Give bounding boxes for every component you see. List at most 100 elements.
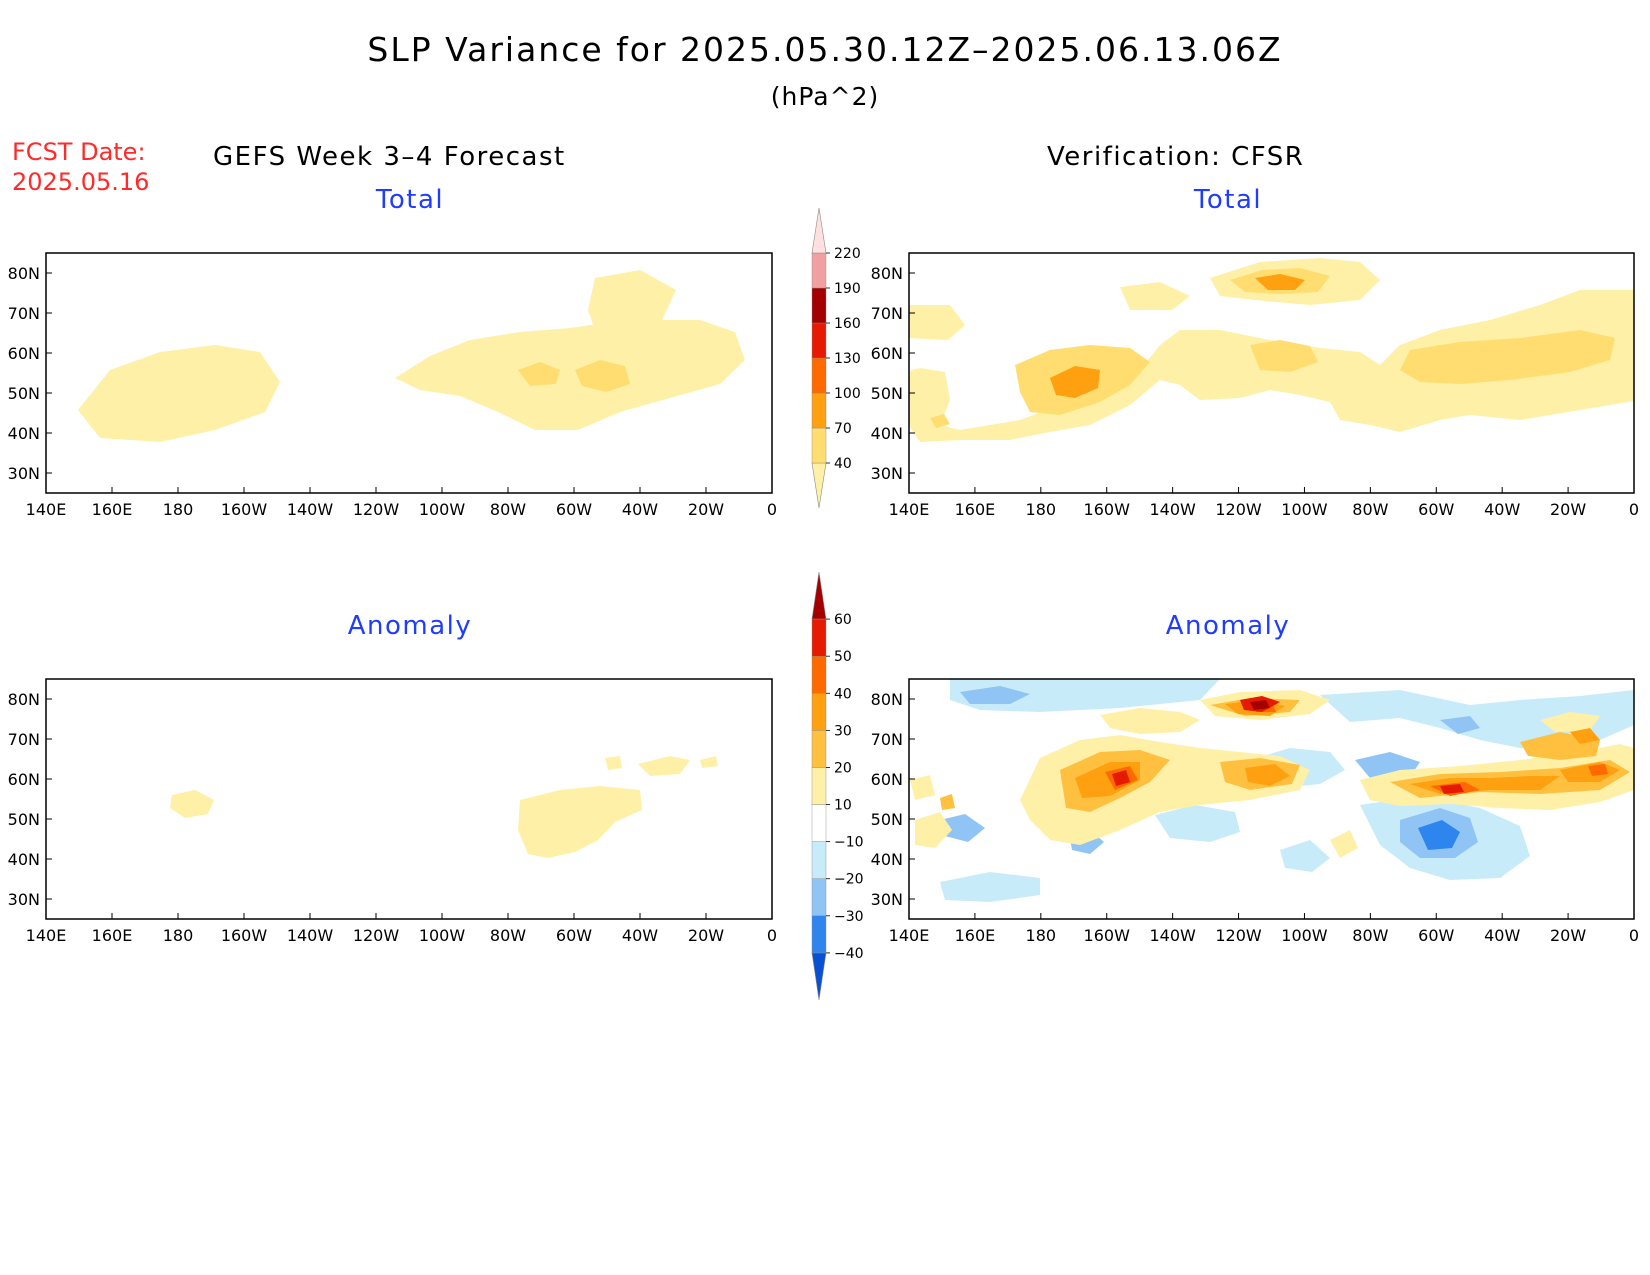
colorbar-swatch (811, 207, 827, 254)
ft-axes: 140E 160E 180 160W 140W 120W 100W 80W 60W 40W 20W 0… (8, 264, 777, 519)
colorbar-swatch (811, 357, 827, 394)
colorbar-swatch (811, 915, 827, 954)
x-tick-label: 160W (1084, 926, 1131, 945)
va-level-neg20-neg30 (940, 686, 1480, 858)
x-tick-label: 80W (490, 926, 526, 945)
y-tick-label: 40N (8, 424, 40, 443)
colorbar-label: 50 (834, 649, 852, 665)
y-tick-label: 30N (8, 464, 40, 483)
x-tick-label: 0 (767, 926, 777, 945)
ft-level-40-70 (78, 270, 745, 442)
x-tick-label: 120W (353, 926, 400, 945)
x-tick-label: 120W (1215, 926, 1262, 945)
x-tick-label: 180 (163, 500, 194, 519)
x-tick-label: 120W (1215, 500, 1262, 519)
verification-total-panel: 140E 160E 180 160W 140W 120W 100W 80W 60W 40W 20W 0… (871, 252, 1639, 519)
y-tick-label: 50N (871, 384, 903, 403)
y-tick-label: 40N (8, 850, 40, 869)
fcst-date-caption: FCST Date: (12, 138, 146, 166)
colorbar-label: 10 (834, 798, 852, 814)
verification-anomaly-shading (909, 679, 1634, 919)
x-tick-label: 40W (1484, 500, 1520, 519)
y-tick-label: 80N (8, 690, 40, 709)
y-tick-label: 80N (8, 264, 40, 283)
fa-coastline (46, 679, 772, 919)
x-tick-label: 140E (26, 500, 67, 519)
colorbar-swatch (811, 618, 827, 657)
verification-total-shading (909, 258, 1634, 442)
x-tick-label: 100W (419, 926, 466, 945)
colorbar-swatch (811, 392, 827, 429)
colorbar-label: 190 (834, 281, 861, 297)
y-tick-label: 50N (871, 810, 903, 829)
y-tick-label: 40N (871, 850, 903, 869)
ft-level-70-100 (518, 360, 630, 392)
colorbar-total: 40 70 100 130 160 190 220 (811, 207, 861, 509)
vt-frame (908, 252, 1635, 494)
forecast-total-panel: 140E 160E 180 160W 140W 120W 100W 80W 60W 40W 20W 0… (8, 252, 777, 519)
main-title: SLP Variance for 2025.05.30.12Z–2025.06.… (367, 30, 1283, 69)
y-tick-label: 30N (871, 890, 903, 909)
x-tick-label: 180 (1026, 926, 1057, 945)
y-tick-label: 50N (8, 810, 40, 829)
forecast-total-shading (78, 270, 745, 442)
x-tick-label: 140W (287, 926, 334, 945)
colorbar-swatch (811, 841, 827, 879)
y-tick-label: 30N (871, 464, 903, 483)
y-tick-label: 70N (871, 304, 903, 323)
y-tick-label: 30N (8, 890, 40, 909)
colorbar-swatch (811, 730, 827, 768)
x-tick-label: 80W (1352, 926, 1388, 945)
colorbar-label: 70 (834, 421, 852, 437)
colorbar-label: 20 (834, 760, 852, 776)
forecast-anomaly-panel: 140E 160E 180 160W 140W 120W 100W 80W 60W 40W 20W 0… (8, 678, 777, 945)
colorbar-swatch (811, 287, 827, 324)
x-tick-label: 140E (26, 926, 67, 945)
y-tick-label: 60N (871, 344, 903, 363)
colorbar-swatch (811, 693, 827, 731)
forecast-anomaly-shading (170, 756, 718, 858)
colorbar-label: 60 (834, 612, 852, 628)
x-tick-label: 100W (419, 500, 466, 519)
colorbar-label: 30 (834, 723, 852, 739)
fcst-date-label: FCST Date: 2025.05.16 (12, 137, 149, 197)
x-tick-label: 160E (955, 500, 996, 519)
fa-axes: 140E 160E 180 160W 140W 120W 100W 80W 60W 40W 20W 0… (8, 690, 777, 945)
forecast-total-subtitle: Total (375, 185, 445, 215)
y-tick-label: 80N (871, 264, 903, 283)
colorbar-label: 160 (834, 316, 861, 332)
colorbar-label: −30 (834, 909, 864, 925)
colorbar-swatch (811, 322, 827, 359)
colorbar-swatch (811, 427, 827, 464)
colorbar-swatch (811, 252, 827, 289)
colorbar-swatch (811, 878, 827, 917)
x-tick-label: 60W (1418, 500, 1454, 519)
fa-frame (45, 678, 773, 920)
vt-level-100-130 (1050, 274, 1305, 398)
vt-level-70-100 (930, 268, 1615, 428)
verification-anomaly-panel: 140E 160E 180 160W 140W 120W 100W 80W 60W 40W 20W 0… (871, 678, 1639, 945)
colorbar-swatch (811, 767, 827, 805)
x-tick-label: 140E (889, 500, 930, 519)
colorbar-swatch (811, 804, 827, 842)
x-tick-label: 140W (287, 500, 334, 519)
x-tick-label: 20W (1550, 926, 1586, 945)
x-tick-label: 160E (955, 926, 996, 945)
forecast-anomaly-subtitle: Anomaly (347, 611, 473, 641)
colorbar-anomaly: −40 −30 −20 −10 10 20 30 40 50 60 (811, 571, 864, 1001)
vt-axes: 140E 160E 180 160W 140W 120W 100W 80W 60W 40W 20W 0… (871, 264, 1639, 519)
x-tick-label: 100W (1281, 500, 1328, 519)
verification-column-title: Verification: CFSR (1047, 142, 1305, 172)
y-tick-label: 60N (871, 770, 903, 789)
colorbar-label: 130 (834, 351, 861, 367)
colorbar-swatch (811, 655, 827, 694)
x-tick-label: 20W (1550, 500, 1586, 519)
x-tick-label: 100W (1281, 926, 1328, 945)
forecast-column-title: GEFS Week 3–4 Forecast (213, 142, 566, 172)
y-tick-label: 40N (871, 424, 903, 443)
y-tick-label: 70N (8, 730, 40, 749)
verification-anomaly-subtitle: Anomaly (1165, 611, 1291, 641)
x-tick-label: 40W (622, 500, 658, 519)
y-tick-label: 80N (871, 690, 903, 709)
